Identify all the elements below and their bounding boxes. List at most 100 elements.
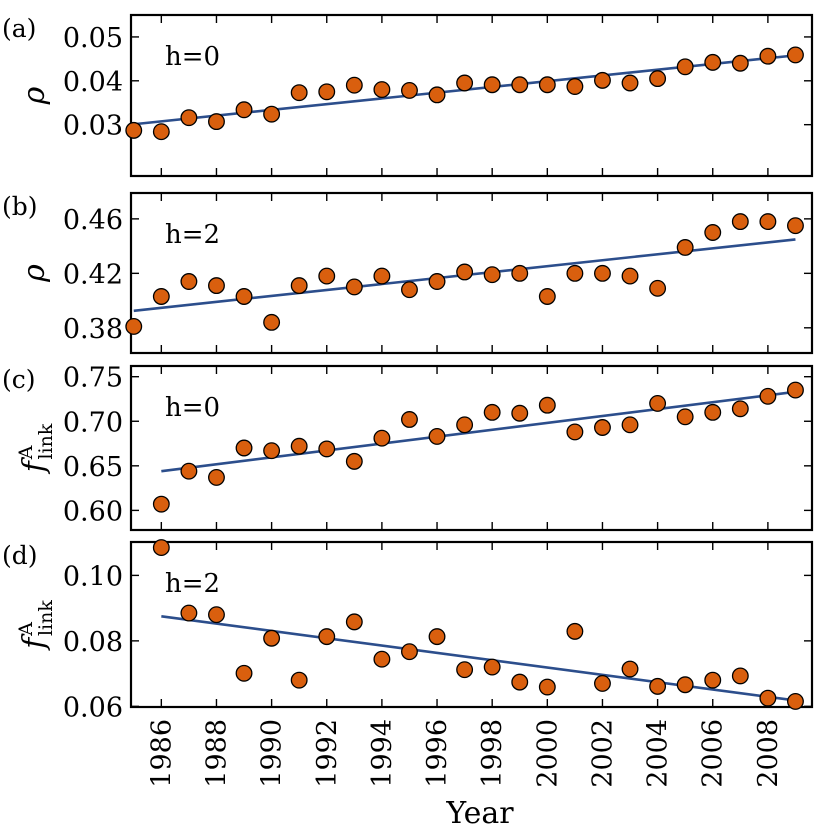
data-point [759, 213, 777, 231]
data-point [676, 676, 694, 694]
data-point [318, 267, 336, 285]
panel-label: (d) [2, 541, 38, 570]
data-point [649, 70, 667, 88]
x-tick-label: 2006 [698, 719, 729, 788]
data-point [125, 317, 143, 335]
data-point [704, 224, 722, 241]
x-tick-label: 2008 [753, 719, 784, 788]
data-point [538, 396, 556, 414]
data-point [345, 452, 363, 470]
data-point [594, 71, 611, 89]
data-point [290, 277, 308, 295]
data-point [621, 660, 639, 678]
data-point [649, 279, 667, 297]
data-point [483, 266, 501, 284]
data-point [152, 123, 170, 141]
data-point [566, 264, 584, 282]
data-point [263, 629, 281, 647]
data-point [621, 267, 639, 285]
fit-line [161, 390, 796, 473]
data-point [180, 462, 198, 480]
data-point [649, 677, 667, 695]
y-tick-label: 0.75 [63, 363, 123, 394]
data-point [428, 628, 446, 646]
x-tick-label: 2002 [587, 719, 618, 788]
x-tick-label: 1988 [201, 719, 232, 788]
data-point [152, 288, 170, 305]
panel-annotation: h=2 [165, 220, 220, 250]
data-point [318, 628, 336, 646]
panel-b: (b) h=2 0.38 0.42 0.46 ρ [2, 191, 814, 355]
x-tick-label: 1994 [367, 719, 398, 788]
data-point [538, 76, 556, 94]
data-point [263, 105, 281, 123]
data-point [483, 403, 501, 421]
data-point [235, 101, 253, 119]
data-point [428, 273, 446, 290]
y-tick-label: 0.60 [63, 496, 123, 527]
data-point [318, 440, 336, 458]
y-tick-label: 0.46 [63, 205, 123, 236]
data-point [318, 83, 336, 101]
y-tick-label: 0.05 [63, 23, 123, 54]
data-point [731, 54, 749, 72]
data-point [152, 539, 170, 557]
y-axis-label: ρ [17, 264, 52, 283]
panel-label: (a) [2, 14, 36, 43]
data-point [759, 387, 777, 405]
data-point [787, 217, 804, 235]
data-point [345, 76, 363, 94]
data-point [290, 84, 308, 102]
x-tick-label: 1992 [312, 719, 343, 788]
data-point [566, 78, 584, 95]
data-point [566, 423, 584, 441]
data-point [125, 121, 143, 139]
y-axis-label-superscript: A [15, 445, 37, 460]
y-axis-label: fAlink [15, 423, 57, 474]
data-point [208, 113, 225, 131]
x-axis-title: Year [445, 796, 514, 830]
y-tick-label: 0.10 [63, 561, 123, 592]
data-point [152, 495, 170, 513]
data-point [483, 658, 501, 676]
plot-frame [129, 13, 814, 178]
data-point [483, 76, 501, 94]
y-tick-label: 0.06 [63, 692, 123, 723]
y-tick-label: 0.42 [63, 259, 123, 290]
data-point [759, 689, 777, 707]
data-point [676, 58, 694, 76]
data-point [704, 403, 722, 421]
data-point [180, 109, 198, 127]
data-point [594, 419, 611, 436]
data-point [373, 650, 391, 668]
data-point [208, 468, 225, 486]
data-point [290, 437, 308, 455]
data-point [235, 288, 253, 305]
data-point [235, 439, 253, 457]
y-axis-label-subscript: link [35, 423, 57, 459]
data-point [401, 643, 418, 661]
x-tick-label: 1998 [477, 719, 508, 788]
data-point [373, 81, 391, 99]
panel-label: (c) [2, 365, 36, 394]
fit-line [161, 615, 796, 702]
y-tick-label: 0.70 [63, 407, 123, 438]
plot-frame [129, 540, 814, 709]
data-point [511, 76, 529, 94]
data-point [428, 427, 446, 445]
y-tick-label: 0.38 [63, 314, 123, 345]
panel-a: (a) h=0 0.03 0.04 0.05 ρ [2, 13, 814, 178]
data-point [290, 671, 308, 689]
x-tick-label: 1990 [257, 719, 288, 788]
data-point [787, 381, 804, 399]
y-axis-label: fAlink [15, 600, 57, 651]
data-point [263, 442, 281, 460]
y-axis-label: ρ [17, 86, 52, 105]
data-point [511, 264, 529, 282]
data-point [676, 408, 694, 426]
data-point [180, 273, 198, 290]
data-point [511, 404, 529, 422]
data-point [456, 416, 474, 434]
